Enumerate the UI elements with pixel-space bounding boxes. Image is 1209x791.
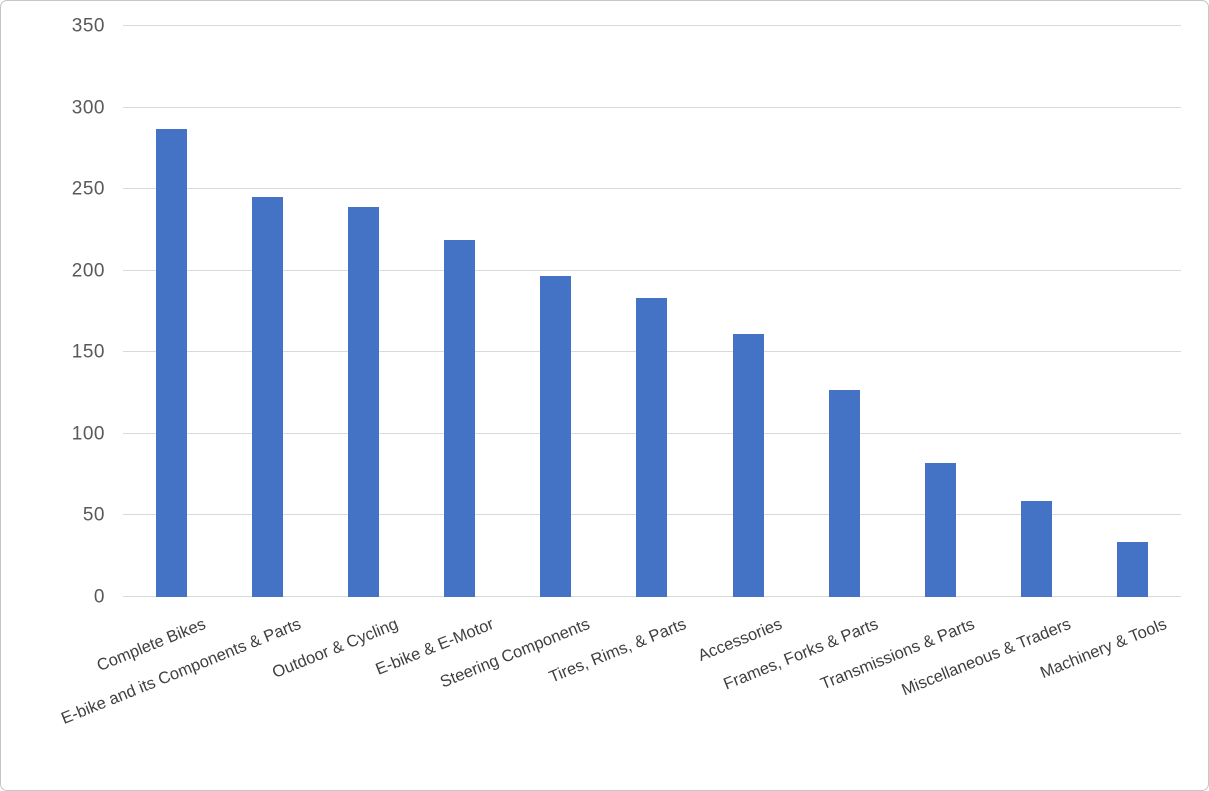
- x-category-label: Miscellaneous & Traders: [899, 615, 1074, 700]
- y-tick-label: 100: [71, 423, 105, 445]
- gridline-350: [123, 25, 1181, 26]
- bar-5: [540, 275, 572, 597]
- bar-7: [732, 334, 764, 597]
- gridline-250: [123, 188, 1181, 190]
- y-tick-label: 350: [71, 15, 105, 37]
- bar-1: [155, 128, 187, 597]
- bar-9: [924, 463, 956, 597]
- y-tick-label: 250: [71, 178, 105, 200]
- gridline-200: [123, 269, 1181, 271]
- y-tick-label: 50: [82, 504, 105, 526]
- plot-area: [123, 25, 1181, 597]
- y-tick-label: 300: [71, 97, 105, 119]
- y-tick-label: 200: [71, 260, 105, 282]
- x-axis-category-labels: Complete Bikes E-bike and its Components …: [59, 603, 1181, 789]
- bar-4: [444, 239, 476, 597]
- bar-3: [347, 207, 379, 597]
- gridline-300: [123, 106, 1181, 108]
- bars-container: [123, 26, 1181, 597]
- bar-11: [1117, 541, 1149, 597]
- y-tick-label: 0: [93, 586, 105, 608]
- y-axis-tick-labels: 0 50 100 150 200 250 300 350: [1, 17, 105, 607]
- bar-10: [1021, 500, 1053, 597]
- bar-8: [828, 389, 860, 597]
- bar-6: [636, 298, 668, 597]
- bar-2: [251, 197, 283, 597]
- y-tick-label: 150: [71, 341, 105, 363]
